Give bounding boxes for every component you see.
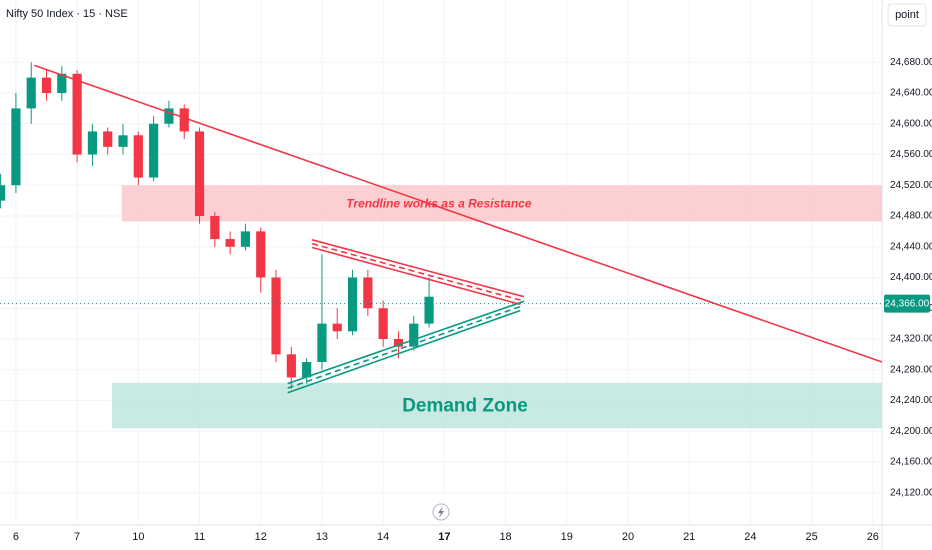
y-tick-label: 24,640.00 (890, 88, 932, 99)
candle-body (57, 73, 67, 94)
lightning-icon[interactable] (432, 503, 450, 521)
y-tick-label: 24,120.00 (890, 487, 932, 498)
x-tick-label: 13 (316, 531, 328, 543)
x-tick-label: 17 (438, 531, 450, 543)
trend-line (34, 64, 883, 363)
x-tick-label: 25 (805, 531, 817, 543)
y-tick-label: 24,480.00 (890, 211, 932, 222)
candle-body (271, 277, 281, 355)
x-tick-label: 19 (561, 531, 573, 543)
candle-body (164, 108, 174, 124)
candle-body (210, 215, 220, 240)
zone (112, 382, 883, 429)
y-tick-label: 24,680.00 (890, 57, 932, 68)
scale-button[interactable] (887, 3, 927, 27)
chart-title: Nifty 50 Index · 15 · NSE (6, 8, 128, 20)
candle-body (26, 77, 36, 109)
candle-body (72, 73, 82, 155)
candle-body (11, 108, 21, 186)
y-tick-label: 24,320.00 (890, 334, 932, 345)
y-tick-label: 24,440.00 (890, 241, 932, 252)
zone-label: Demand Zone (402, 395, 528, 416)
candle-body (378, 308, 388, 339)
candle-body (118, 135, 128, 147)
trend-line (311, 246, 521, 306)
x-tick-label: 20 (622, 531, 634, 543)
candle-body (256, 231, 266, 278)
y-tick-label: 24,560.00 (890, 149, 932, 160)
trend-line (287, 300, 525, 385)
x-tick-label: 10 (132, 531, 144, 543)
trend-line (287, 309, 521, 394)
candle-body (393, 338, 404, 347)
x-tick-label: 7 (74, 531, 80, 543)
x-tick-label: 21 (683, 531, 695, 543)
price-label-box (884, 294, 930, 313)
candle-body (41, 77, 52, 94)
trend-line (287, 305, 523, 389)
candle-body (317, 323, 327, 363)
y-tick-label: 24,240.00 (890, 395, 932, 406)
candle-body (240, 231, 251, 247)
y-tick-label: 24,600.00 (890, 118, 932, 129)
candle-body (179, 108, 189, 132)
plot-area: Trendline works as a Resistance Demand Zo… (0, 0, 883, 525)
candle-body (424, 296, 434, 324)
candle-body (87, 131, 98, 155)
candle-body (347, 277, 358, 332)
scale-button-label[interactable]: point (895, 9, 919, 21)
candle-body (194, 131, 205, 216)
zone (121, 185, 882, 222)
candle-body (332, 323, 342, 332)
x-tick-label: 6 (13, 531, 19, 543)
x-tick-label: 12 (255, 531, 267, 543)
candle-body (302, 362, 312, 378)
trend-line (311, 242, 523, 302)
x-tick-label: 26 (867, 531, 879, 543)
candle-body (409, 323, 419, 347)
price-label: 24,366.00 (885, 298, 930, 309)
candle-body (149, 123, 159, 178)
y-tick-label: 24,520.00 (890, 180, 932, 191)
zone-label: Trendline works as a Resistance (346, 196, 532, 210)
candle-body (286, 354, 296, 378)
x-tick-label: 14 (377, 531, 389, 543)
candle-body (103, 131, 113, 147)
x-tick-label: 11 (194, 531, 205, 543)
x-tick-label: 18 (499, 531, 511, 543)
candle-body (133, 135, 143, 178)
y-tick-label: 24,160.00 (890, 457, 932, 468)
candle-body (363, 277, 373, 309)
y-tick-label: 24,400.00 (890, 272, 932, 283)
candle-body (225, 239, 235, 247)
y-tick-label: 24,200.00 (890, 426, 932, 437)
x-tick-label: 24 (744, 531, 756, 543)
candle-body (0, 185, 6, 201)
y-tick-label: 24,280.00 (890, 364, 932, 375)
trend-line (311, 239, 525, 298)
